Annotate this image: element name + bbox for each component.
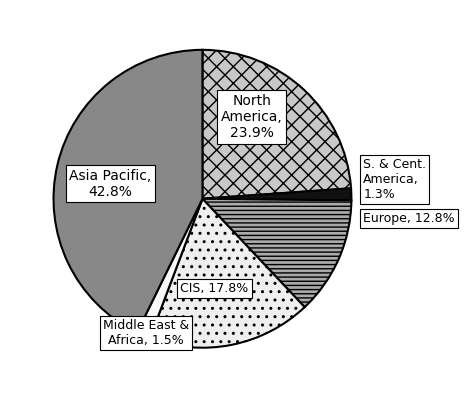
Text: S. & Cent.
America,
1.3%: S. & Cent. America, 1.3% [363,158,426,201]
Text: Middle East &
Africa, 1.5%: Middle East & Africa, 1.5% [103,319,189,347]
Text: North
America,
23.9%: North America, 23.9% [221,94,283,140]
Text: CIS, 17.8%: CIS, 17.8% [180,281,248,295]
Wedge shape [202,50,351,199]
Wedge shape [137,199,202,338]
Text: Europe, 12.8%: Europe, 12.8% [363,212,455,225]
Wedge shape [150,199,305,348]
Wedge shape [54,50,202,333]
Wedge shape [202,199,351,307]
Wedge shape [202,188,351,200]
Text: Asia Pacific,
42.8%: Asia Pacific, 42.8% [69,169,151,199]
